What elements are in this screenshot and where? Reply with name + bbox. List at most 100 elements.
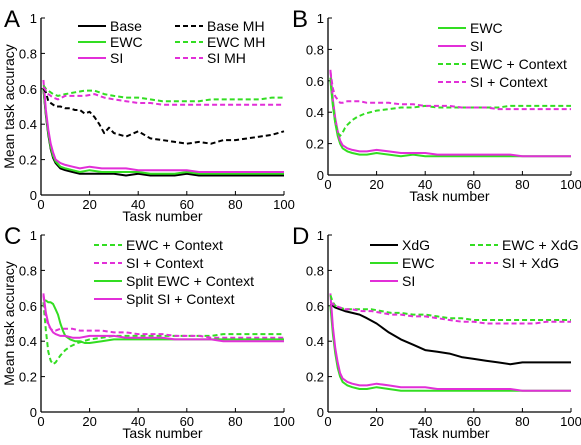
legend-label: SI + Context: [126, 255, 204, 271]
legend-label: SI: [470, 38, 483, 54]
panel-letter: B: [292, 6, 308, 33]
series-line-si-context: [329, 71, 571, 111]
y-tick-label: 0.8: [306, 42, 324, 57]
y-axis-label: Mean task accuracy: [1, 44, 17, 169]
x-tick-label: 0: [324, 414, 331, 429]
x-tick-label: 80: [228, 197, 242, 212]
series-line-xdg: [329, 303, 571, 366]
series-line-ewc: [329, 80, 571, 158]
legend-label: Base MH: [207, 18, 265, 34]
x-axis-label: Task number: [122, 208, 202, 224]
y-axis-label: Mean task accuracy: [1, 261, 17, 386]
x-tick-label: 20: [82, 414, 96, 429]
y-tick-label: 1: [317, 228, 324, 243]
x-tick-label: 20: [369, 414, 383, 429]
legend-label: Split EWC + Context: [126, 273, 254, 289]
y-tick-label: 0.2: [19, 153, 37, 168]
legend-label: EWC + Context: [470, 56, 567, 72]
y-tick-label: 0: [30, 405, 37, 420]
x-tick-label: 100: [273, 197, 295, 212]
x-tick-label: 40: [131, 197, 145, 212]
x-tick-label: 100: [273, 414, 295, 429]
series-line-ewc-mh: [42, 84, 284, 103]
y-tick-label: 0.8: [19, 263, 37, 278]
x-tick-label: 20: [82, 197, 96, 212]
x-tick-label: 20: [369, 177, 383, 192]
series-line-si: [329, 69, 571, 158]
series-line-split-si-context: [42, 293, 284, 343]
x-tick-label: 60: [467, 414, 481, 429]
x-tick-label: 0: [37, 414, 44, 429]
y-tick-label: 0.2: [306, 137, 324, 152]
panel-b: B 0 0.2 0.4 0.6 0.8 1 0 20 40 60 80 100 Task number EW…: [292, 6, 581, 204]
legend-label: XdG: [402, 237, 430, 253]
y-tick-label: 0.6: [19, 82, 37, 97]
y-tick-label: 0.6: [19, 299, 37, 314]
x-tick-label: 0: [324, 177, 331, 192]
series-line-ewc-xdg: [329, 294, 571, 321]
legend-label: Base: [110, 18, 142, 34]
y-tick-label: 0: [30, 188, 37, 203]
legend-label: SI: [402, 273, 415, 289]
panel-c: C 0 0.2 0.4 0.6 0.8 1 0 20 40 60 80 100 Task number Me…: [1, 223, 295, 441]
y-tick-label: 1: [317, 11, 324, 26]
panel-letter: D: [292, 223, 309, 250]
x-tick-label: 60: [180, 414, 194, 429]
series-line-si-context: [42, 295, 284, 339]
panel-d: D 0 0.2 0.4 0.6 0.8 1 0 20 40 60 80 100 Task number Xd…: [292, 223, 581, 441]
series-line-split-ewc-context: [43, 299, 284, 344]
y-tick-label: 0.6: [306, 299, 324, 314]
series-line-si: [329, 293, 571, 392]
x-tick-label: 80: [515, 414, 529, 429]
legend-label: EWC: [402, 255, 435, 271]
legend-label: EWC: [110, 34, 143, 50]
series-line-si-mh: [42, 86, 284, 106]
x-tick-label: 40: [131, 414, 145, 429]
series-line-base: [42, 88, 284, 177]
x-tick-label: 40: [418, 177, 432, 192]
legend-label: EWC + Context: [126, 237, 223, 253]
x-tick-label: 100: [560, 177, 581, 192]
y-tick-label: 0: [317, 168, 324, 183]
y-tick-label: 0.6: [306, 74, 324, 89]
x-tick-label: 80: [228, 414, 242, 429]
x-tick-label: 0: [37, 197, 44, 212]
y-tick-label: 1: [30, 228, 37, 243]
series-line-ewc-context: [42, 302, 284, 366]
legend-label: SI + XdG: [502, 255, 559, 271]
legend-label: SI MH: [207, 50, 246, 66]
y-tick-label: 0.2: [19, 370, 37, 385]
series-line-base-mh: [42, 88, 285, 145]
legend-label: EWC MH: [207, 34, 265, 50]
legend-label: SI: [110, 50, 123, 66]
series-line-ewc: [42, 88, 284, 175]
x-axis-label: Task number: [409, 425, 489, 441]
panel-letter: C: [4, 223, 21, 250]
x-tick-label: 60: [180, 197, 194, 212]
legend-label: EWC: [470, 20, 503, 36]
y-tick-label: 0: [317, 405, 324, 420]
y-tick-label: 0.8: [306, 263, 324, 278]
series-line-si: [42, 79, 284, 173]
series-line-ewc-context: [329, 77, 571, 137]
y-tick-label: 0.8: [19, 46, 37, 61]
y-tick-label: 0.4: [306, 105, 324, 120]
x-tick-label: 100: [560, 414, 581, 429]
x-axis-label: Task number: [122, 425, 202, 441]
x-axis-label: Task number: [409, 188, 489, 204]
y-tick-label: 1: [30, 11, 37, 26]
legend-label: Split SI + Context: [126, 291, 235, 307]
panel-letter: A: [4, 6, 20, 33]
x-tick-label: 40: [418, 414, 432, 429]
y-tick-label: 0.4: [19, 117, 37, 132]
legend-label: SI + Context: [470, 74, 548, 90]
y-tick-label: 0.4: [19, 334, 37, 349]
panel-a: A 0 0.2 0.4 0.6 0.8 1 0 20 40 60 80 100 Task number Me…: [1, 6, 295, 224]
x-tick-label: 60: [467, 177, 481, 192]
series-line-si-xdg: [329, 301, 571, 325]
y-tick-label: 0.4: [306, 334, 324, 349]
x-tick-label: 80: [515, 177, 529, 192]
legend-label: EWC + XdG: [502, 237, 579, 253]
y-tick-label: 0.2: [306, 370, 324, 385]
